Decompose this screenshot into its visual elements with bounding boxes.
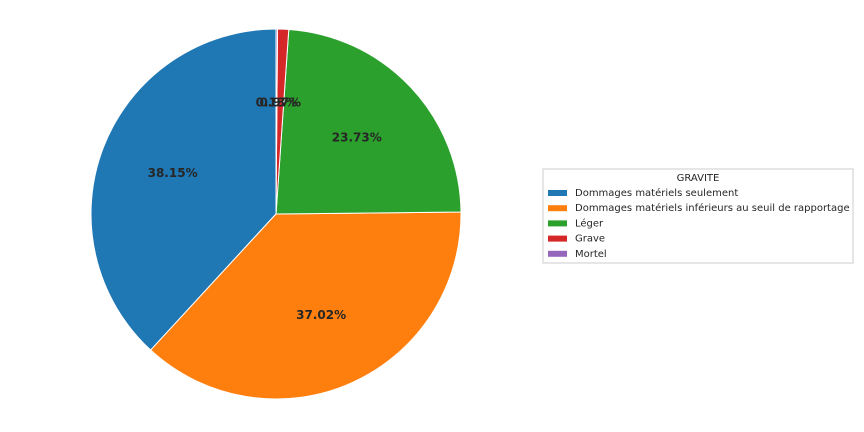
value-label: 38.15% xyxy=(148,166,198,180)
legend-label: Léger xyxy=(575,217,604,229)
legend-box xyxy=(542,168,854,264)
pie-slice xyxy=(149,211,462,400)
legend-swatch xyxy=(548,220,567,227)
value-label: 37.02% xyxy=(296,308,346,322)
legend-label: Grave xyxy=(575,234,605,245)
legend-swatch xyxy=(548,205,567,212)
legend-swatch xyxy=(548,190,567,196)
legend-label: Mortel xyxy=(575,249,607,260)
legend-label: Dommages matériels seulement xyxy=(575,187,738,199)
pie-slice xyxy=(275,28,462,215)
legend-swatch xyxy=(548,250,567,257)
legend-label: Dommages matériels inférieurs au seuil d… xyxy=(575,202,850,214)
legend-swatch xyxy=(548,235,567,242)
legend-title: GRAVITE xyxy=(677,173,720,184)
value-label: 0.13% xyxy=(256,96,298,110)
pie-slice xyxy=(275,28,279,215)
pie-slice xyxy=(90,28,277,351)
value-label: 23.73% xyxy=(332,130,382,144)
value-label: 0.97% xyxy=(259,96,301,110)
